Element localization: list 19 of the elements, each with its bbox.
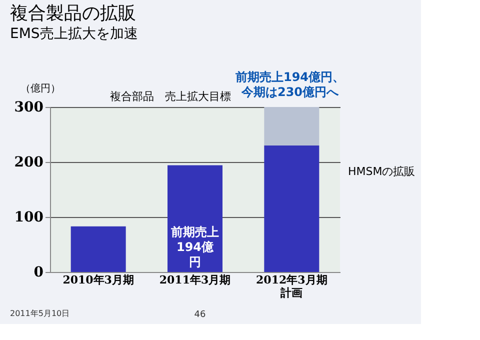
chart-subtitle: EMS売上拡大を加速	[10, 26, 138, 42]
bar	[70, 226, 126, 272]
text: 前期売上194億円、今期は230億円へ	[234, 70, 345, 99]
y-tick-label: 200	[14, 154, 44, 170]
annotation: 前期売上194億円	[170, 225, 219, 269]
bar	[264, 107, 320, 146]
x-tick-label: 2011年3月期	[159, 274, 231, 286]
text: 複合部品 売上拡大目標	[110, 90, 231, 103]
y-tick-label: 100	[14, 210, 44, 226]
y-tick-label: 0	[34, 264, 44, 280]
x-tick-label: 2010年3月期	[62, 274, 134, 286]
bar	[264, 146, 320, 272]
text: 2011年5月10日	[10, 309, 70, 318]
y-tick-label: 300	[14, 100, 44, 116]
chart-title: 複合製品の拡販	[10, 3, 136, 24]
text: HMSMの拡販	[348, 165, 416, 178]
text: 46	[194, 310, 206, 320]
y-axis-title: （億円）	[20, 82, 60, 94]
x-tick-label: 2012年3月期計画	[256, 274, 328, 300]
